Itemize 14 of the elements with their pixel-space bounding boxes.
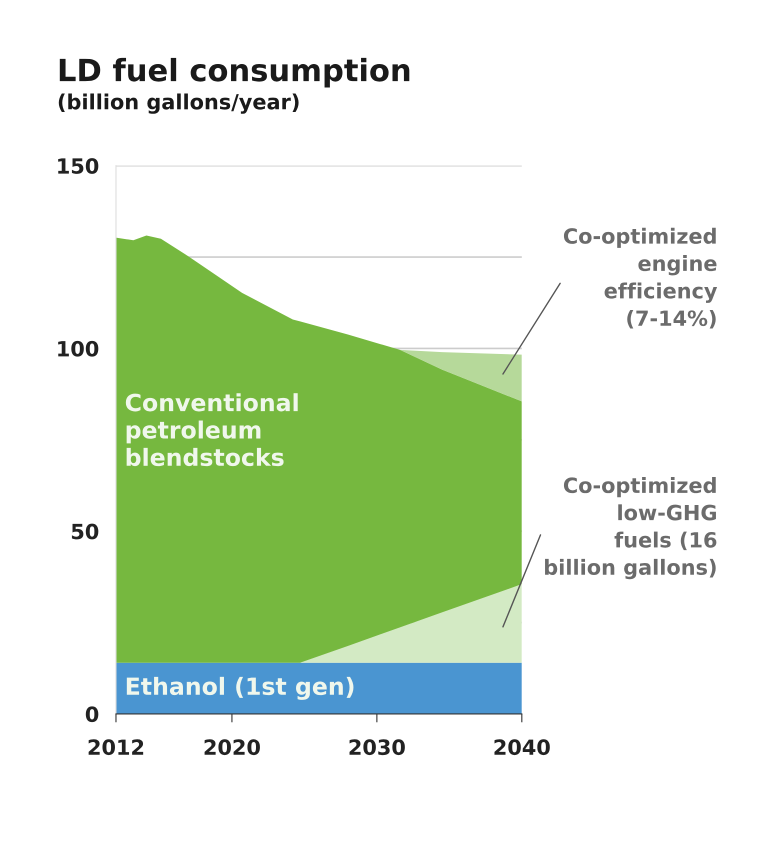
y-tick-label: 100: [58, 340, 98, 357]
series-label: Co-optimized low-GHG fuels (16 billion gallons): [545, 477, 716, 580]
x-tick-label: 2040: [494, 739, 550, 756]
x-tick-label: 2012: [88, 739, 144, 756]
y-tick-label: 0: [86, 706, 98, 722]
x-tick-label: 2030: [350, 739, 405, 756]
chart-title: LD fuel consumption: [60, 58, 410, 88]
y-tick-label: 50: [72, 524, 98, 540]
text: Co-optimized engine efficiency (7-14%): [564, 228, 718, 329]
x-tick-label: 2020: [204, 739, 260, 756]
chart-subtitle: (billion gallons/year): [58, 93, 299, 114]
series-label: Conventional petroleum blendstocks: [126, 393, 298, 466]
y-tick-label: 150: [58, 158, 98, 174]
series-label: Ethanol (1st gen): [126, 676, 354, 700]
